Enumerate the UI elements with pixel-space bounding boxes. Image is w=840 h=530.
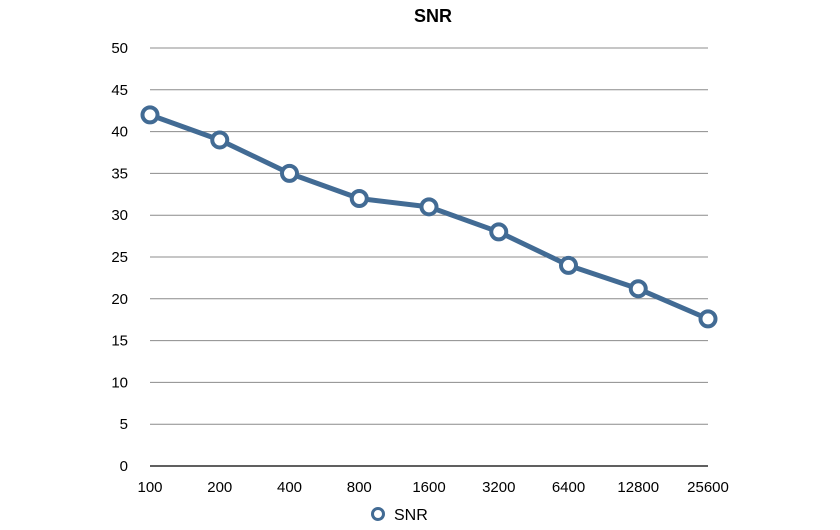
y-tick-label: 15 [111, 333, 128, 350]
y-tick-label: 20 [111, 291, 128, 308]
x-tick-label: 6400 [552, 479, 585, 496]
data-point [698, 309, 718, 329]
data-point [210, 130, 230, 150]
data-point [140, 105, 160, 125]
legend-label: SNR [394, 507, 428, 524]
y-tick-label: 10 [111, 374, 128, 391]
y-tick-label: 40 [111, 124, 128, 141]
y-tick-label: 50 [111, 40, 128, 57]
data-point [628, 279, 648, 299]
x-tick-label: 3200 [482, 479, 515, 496]
y-tick-label: 45 [111, 82, 128, 99]
x-tick-label: 800 [347, 479, 372, 496]
data-point [349, 188, 369, 208]
series-line [147, 112, 711, 322]
legend: SNR [371, 507, 428, 524]
x-tick-label: 200 [207, 479, 232, 496]
x-tick-label: 25600 [687, 479, 729, 496]
series-layer [140, 105, 718, 329]
x-tick-label: 100 [137, 479, 162, 496]
y-tick-label: 5 [120, 416, 128, 433]
x-tick-label: 400 [277, 479, 302, 496]
x-axis-ticks: 100 200 400 800 1600 3200 6400 12800 25600 [137, 479, 728, 496]
gridlines [150, 47, 708, 467]
y-tick-label: 35 [111, 165, 128, 182]
chart-title: SNR [414, 6, 452, 26]
data-point [489, 222, 509, 242]
x-tick-label: 1600 [412, 479, 445, 496]
x-tick-label: 12800 [617, 479, 659, 496]
data-point [419, 197, 439, 217]
y-tick-label: 0 [120, 458, 128, 475]
data-point [559, 255, 578, 275]
y-tick-label: 25 [111, 249, 128, 266]
y-tick-label: 30 [111, 207, 128, 224]
y-axis-ticks: 0 5 10 15 20 25 30 35 40 45 50 [111, 40, 128, 475]
data-point [280, 163, 299, 183]
legend-marker [371, 507, 385, 521]
